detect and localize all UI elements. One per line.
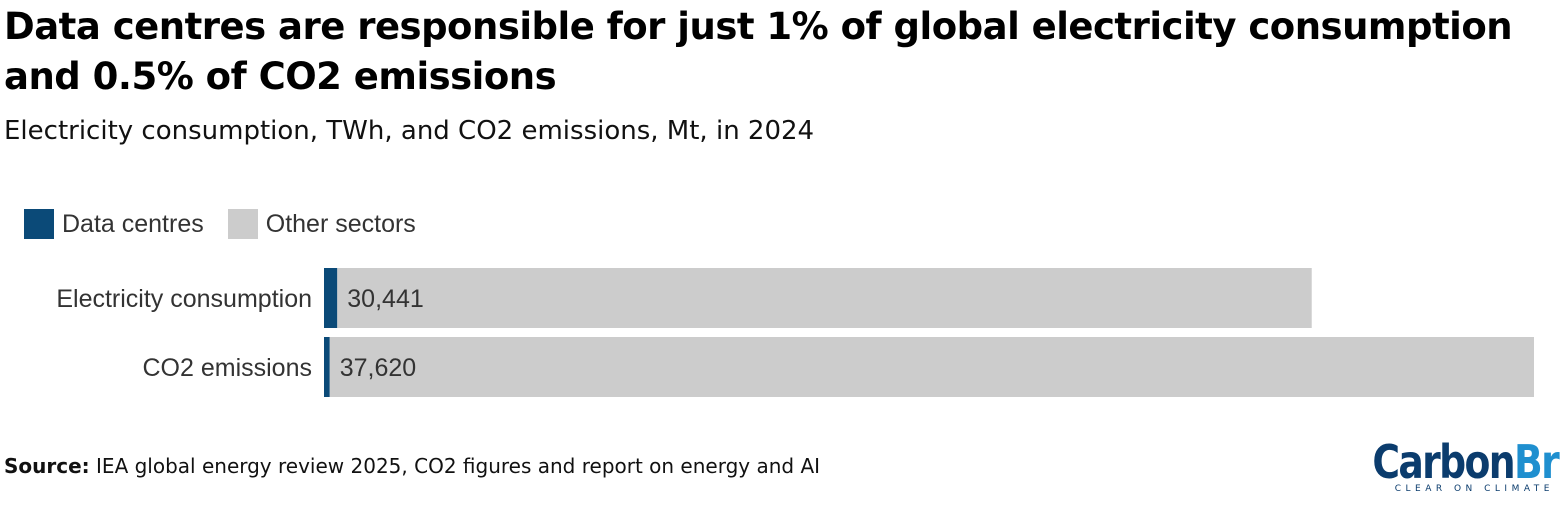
legend-label-data-centres: Data centres	[62, 209, 204, 238]
source-label: Source:	[4, 454, 90, 478]
bar-data-centres-co2-emissions	[324, 337, 330, 397]
category-label-electricity-consumption: Electricity consumption	[56, 285, 312, 313]
legend: Data centres Other sectors	[24, 208, 440, 240]
logo-tagline: CLEAR ON CLIMATE	[1394, 484, 1554, 494]
logo-word-brief: Brief	[1513, 435, 1560, 489]
bar-chart: Electricity consumption 30,441 CO2 emissio…	[56, 268, 1534, 397]
category-label-co2-emissions: CO2 emissions	[143, 354, 313, 382]
chart-subtitle: Electricity consumption, TWh, and CO2 em…	[4, 116, 815, 146]
data-label-co2-emissions: 37,620	[340, 354, 416, 382]
legend-swatch-data-centres	[24, 209, 54, 239]
chart-title: Data centres are responsible for just 1%…	[4, 5, 1513, 98]
source-text: IEA global energy review 2025, CO2 figur…	[96, 454, 821, 478]
carbon-brief-logo: CarbonBrief CLEAR ON CLIMATE	[1332, 435, 1560, 494]
legend-item-data-centres: Data centres	[24, 209, 204, 239]
legend-swatch-other-sectors	[227, 209, 258, 239]
bar-other-sectors-co2-emissions	[329, 337, 1534, 397]
logo-word-carbon: Carbon	[1372, 435, 1515, 489]
legend-label-other-sectors: Other sectors	[265, 209, 416, 238]
data-label-electricity-consumption: 30,441	[347, 285, 423, 313]
legend-item-other-sectors: Other sectors	[227, 209, 416, 239]
bar-other-sectors-electricity-consumption	[337, 268, 1312, 328]
bar-data-centres-electricity-consumption	[324, 268, 338, 328]
logo-wordmark: CarbonBrief	[1372, 435, 1560, 489]
source-note: Source: IEA global energy review 2025, C…	[4, 454, 820, 478]
